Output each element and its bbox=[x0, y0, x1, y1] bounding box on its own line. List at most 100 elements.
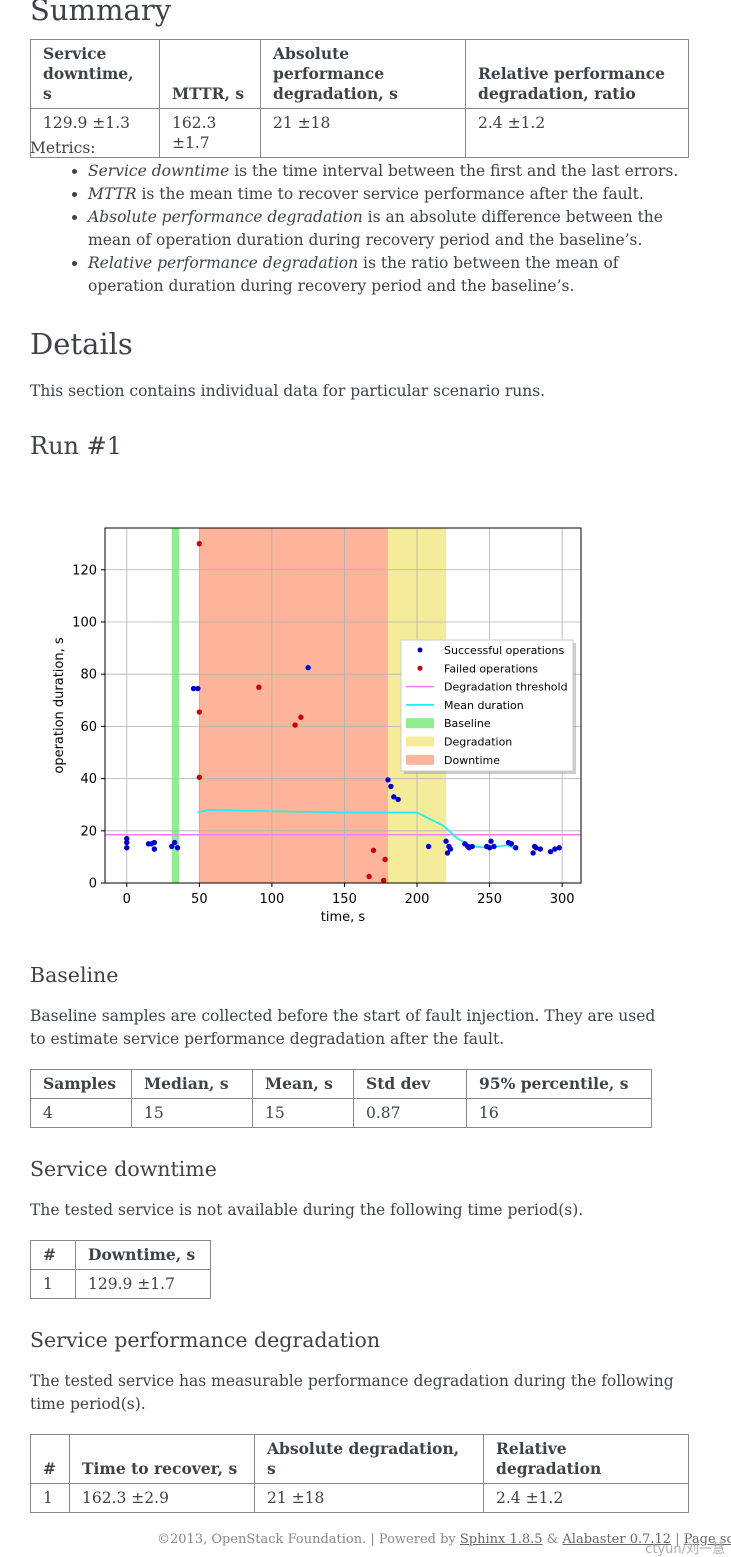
failed-point bbox=[370, 847, 377, 854]
x-tick-label: 0 bbox=[123, 892, 131, 907]
downtime-cell: 1 bbox=[30, 1269, 76, 1299]
sphinx-link[interactable]: Sphinx 1.8.5 bbox=[459, 1532, 543, 1547]
legend-label: Failed operations bbox=[444, 662, 538, 675]
metric-item: Relative performance degradation is the … bbox=[88, 252, 690, 298]
y-tick-label: 60 bbox=[80, 720, 97, 735]
degradation-cell: 21 ±18 bbox=[254, 1483, 484, 1513]
axes: 0 50 100 150 200 250 300 0 20 40 60 80 100 120 time, s… bbox=[52, 563, 575, 925]
degradation-header: Relative degradation bbox=[483, 1434, 689, 1484]
success-point bbox=[537, 846, 544, 852]
legend-label: Downtime bbox=[444, 754, 500, 767]
summary-header-downtime: Service downtime, s bbox=[30, 39, 160, 109]
baseline-table: Samples Median, s Mean, s Std dev 95% pe… bbox=[30, 1069, 652, 1128]
legend: Successful operations Failed operations De… bbox=[400, 639, 576, 774]
baseline-header: Median, s bbox=[131, 1069, 253, 1099]
success-point bbox=[444, 850, 451, 856]
legend-failed-symbol bbox=[417, 665, 423, 671]
success-point bbox=[385, 777, 391, 783]
legend-label: Successful operations bbox=[444, 644, 564, 657]
baseline-cell: 16 bbox=[466, 1098, 652, 1128]
downtime-title: Service downtime bbox=[30, 1157, 217, 1181]
success-point bbox=[395, 796, 401, 803]
degradation-cell: 162.3 ±2.9 bbox=[69, 1483, 255, 1513]
y-tick-label: 20 bbox=[80, 824, 97, 839]
footer-amp: & bbox=[542, 1532, 563, 1547]
failed-point bbox=[196, 540, 203, 547]
alabaster-link[interactable]: Alabaster 0.7.12 bbox=[562, 1532, 672, 1547]
failed-point bbox=[382, 856, 388, 863]
downtime-text: The tested service is not available duri… bbox=[30, 1201, 584, 1219]
success-point bbox=[151, 839, 158, 846]
baseline-cell: 4 bbox=[30, 1098, 132, 1128]
success-point bbox=[491, 843, 497, 850]
failed-point bbox=[380, 877, 387, 884]
failed-point bbox=[298, 714, 304, 720]
footer-sep: | bbox=[671, 1532, 684, 1547]
success-point bbox=[530, 850, 536, 856]
metrics-list: Service downtime is the time interval be… bbox=[30, 160, 690, 298]
downtime-header: Downtime, s bbox=[75, 1240, 211, 1270]
downtime-header: # bbox=[30, 1240, 76, 1270]
summary-cell: 162.3 ±1.7 bbox=[159, 108, 261, 158]
degradation-header: Absolute degradation, s bbox=[254, 1434, 484, 1484]
success-point bbox=[169, 843, 175, 850]
metrics-label: Metrics: bbox=[30, 139, 96, 157]
success-point bbox=[124, 839, 130, 846]
x-tick-label: 200 bbox=[405, 892, 430, 907]
downtime-table: # Downtime, s 1 129.9 ±1.7 bbox=[30, 1240, 211, 1299]
success-point bbox=[552, 846, 558, 852]
details-intro: This section contains individual data fo… bbox=[30, 382, 546, 400]
success-point bbox=[425, 843, 432, 850]
legend-region-symbol bbox=[406, 736, 434, 747]
summary-table: Service downtime, s MTTR, s Absolute per… bbox=[30, 39, 689, 158]
failed-point bbox=[256, 684, 262, 690]
success-point bbox=[447, 846, 454, 852]
summary-cell: 129.9 ±1.3 bbox=[30, 108, 160, 158]
baseline-title: Baseline bbox=[30, 963, 119, 987]
degradation-cell: 1 bbox=[30, 1483, 70, 1513]
legend-label: Degradation bbox=[444, 736, 512, 749]
failed-point bbox=[196, 774, 203, 780]
metric-item: Service downtime is the time interval be… bbox=[88, 160, 690, 183]
failed-point bbox=[366, 873, 372, 880]
summary-header-abs: Absolute performance degradation, s bbox=[260, 39, 466, 109]
success-point bbox=[124, 835, 130, 842]
baseline-header: Std dev bbox=[353, 1069, 467, 1099]
success-point bbox=[391, 794, 397, 800]
baseline-cell: 15 bbox=[131, 1098, 253, 1128]
baseline-text: Baseline samples are collected before th… bbox=[30, 1007, 656, 1048]
success-point bbox=[174, 845, 181, 851]
baseline-cell: 15 bbox=[252, 1098, 354, 1128]
failed-point bbox=[196, 709, 203, 715]
failed-point bbox=[292, 722, 298, 728]
success-point bbox=[512, 845, 519, 851]
run-chart: 0 50 100 150 200 250 300 0 20 40 60 80 100 120 time, s… bbox=[52, 527, 582, 925]
baseline-header: Samples bbox=[30, 1069, 132, 1099]
y-tick-label: 100 bbox=[72, 615, 97, 630]
baseline-header: 95% percentile, s bbox=[466, 1069, 652, 1099]
downtime-cell: 129.9 ±1.7 bbox=[75, 1269, 211, 1299]
legend-region-symbol bbox=[406, 754, 434, 765]
metric-item: Absolute performance degradation is an a… bbox=[88, 206, 690, 252]
success-point bbox=[486, 845, 493, 851]
success-point bbox=[195, 685, 201, 692]
summary-title: Summary bbox=[30, 0, 172, 27]
success-point bbox=[533, 845, 539, 851]
success-point bbox=[388, 783, 394, 790]
region-downtime bbox=[199, 528, 388, 883]
y-tick-label: 120 bbox=[72, 563, 97, 578]
y-tick-label: 80 bbox=[80, 668, 97, 683]
degradation-header: Time to recover, s bbox=[69, 1434, 255, 1484]
success-point bbox=[151, 846, 158, 852]
success-point bbox=[547, 848, 554, 855]
summary-cell: 21 ±18 bbox=[260, 108, 466, 158]
y-tick-label: 0 bbox=[89, 877, 97, 892]
y-axis-label: operation duration, s bbox=[52, 637, 67, 774]
legend-region-symbol bbox=[406, 718, 434, 729]
success-point bbox=[508, 841, 515, 847]
success-point bbox=[443, 838, 449, 844]
success-point bbox=[488, 838, 494, 844]
x-tick-label: 250 bbox=[477, 892, 502, 907]
summary-cell: 2.4 ±1.2 bbox=[465, 108, 689, 158]
page-source-link[interactable]: Page source bbox=[683, 1532, 731, 1547]
